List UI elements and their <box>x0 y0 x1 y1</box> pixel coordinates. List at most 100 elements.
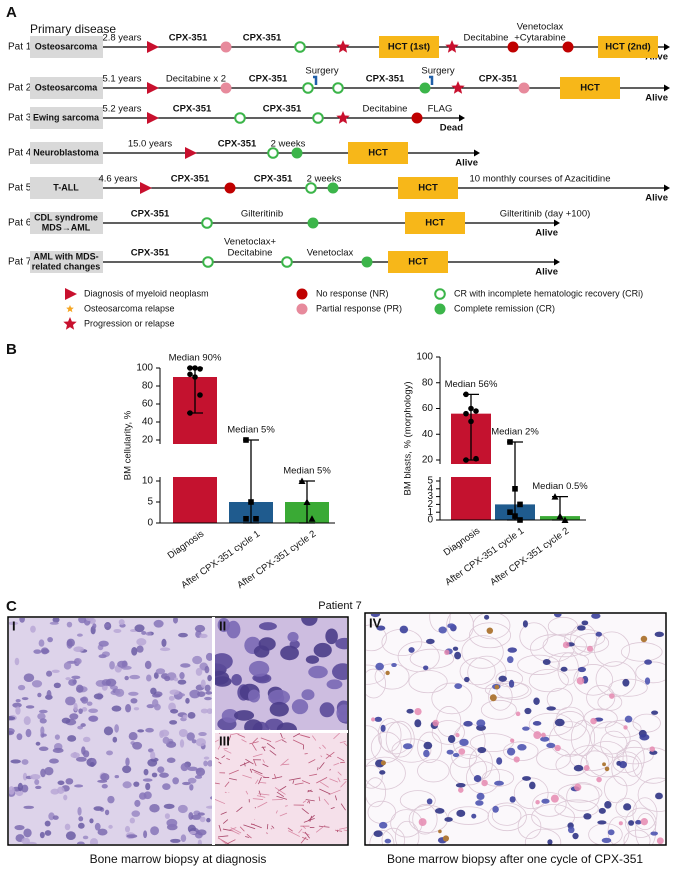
cell <box>473 775 482 783</box>
cell <box>496 757 503 765</box>
cell <box>130 698 138 704</box>
timeline-arrow <box>474 149 480 157</box>
disease-name: Neuroblastoma <box>33 147 100 157</box>
data-point <box>512 486 518 492</box>
cell <box>560 666 568 672</box>
fiber <box>251 768 263 775</box>
disease-box <box>30 107 103 129</box>
hct-label: HCT <box>425 218 445 229</box>
fiber <box>254 771 267 779</box>
cell <box>44 766 54 776</box>
y-tick-label: 40 <box>142 417 154 428</box>
hct-box <box>598 36 658 58</box>
cell <box>203 756 210 760</box>
pr-marker <box>296 303 308 315</box>
cell <box>169 689 180 695</box>
fat-cell <box>451 745 478 768</box>
cell <box>650 831 659 836</box>
image-label: II <box>219 618 226 633</box>
cell <box>268 689 291 705</box>
fat-cell <box>593 631 630 667</box>
disease-box <box>30 36 103 58</box>
cell <box>619 761 627 769</box>
timeline-arrow <box>554 219 560 227</box>
cell <box>39 718 47 724</box>
fat-cell <box>491 805 522 826</box>
cell <box>253 645 270 658</box>
cell <box>269 701 289 717</box>
caption: Bone marrow biopsy at diagnosis <box>90 852 267 866</box>
event-label: Venetoclax <box>517 22 564 33</box>
cell <box>406 708 414 714</box>
cell <box>651 710 659 715</box>
cell <box>38 709 48 714</box>
cell <box>258 622 277 631</box>
cell <box>37 713 46 720</box>
cell <box>215 653 233 671</box>
fiber <box>218 824 222 832</box>
fiber <box>260 737 272 743</box>
fat-cell <box>611 751 643 787</box>
cell <box>166 818 178 828</box>
cell <box>73 646 85 653</box>
cell <box>247 689 261 703</box>
cell <box>426 798 433 805</box>
cell <box>192 655 203 665</box>
cell <box>23 828 32 838</box>
hct-label: HCT (1st) <box>388 42 430 53</box>
fiber <box>273 773 277 779</box>
cell <box>623 803 632 811</box>
cell <box>44 820 51 827</box>
cell <box>146 704 155 709</box>
progression-marker <box>445 40 459 53</box>
cell <box>577 625 586 631</box>
fiber <box>281 739 287 743</box>
cell <box>301 618 318 626</box>
cell <box>162 783 171 791</box>
cell <box>178 728 188 738</box>
fiber <box>252 798 264 800</box>
cell <box>172 777 179 785</box>
fat-cell <box>566 782 600 812</box>
patient-id: Pat 1 <box>8 42 32 53</box>
fiber <box>340 780 347 788</box>
cell <box>9 730 14 736</box>
fat-cell <box>557 783 603 803</box>
cell <box>624 715 633 723</box>
cell <box>71 675 81 680</box>
cell <box>52 815 59 820</box>
fat-cell <box>366 777 387 808</box>
fiber <box>256 795 266 798</box>
fiber <box>298 828 303 834</box>
cell <box>287 631 299 643</box>
cell <box>529 781 536 790</box>
cell <box>301 689 315 701</box>
cell <box>524 707 532 715</box>
pigment <box>602 762 606 767</box>
cell <box>21 784 29 793</box>
fiber <box>318 762 325 770</box>
cell <box>326 679 343 690</box>
cell <box>198 732 207 737</box>
fiber <box>242 774 252 779</box>
data-point <box>187 365 193 371</box>
y-tick-label: 60 <box>142 399 154 410</box>
nr-marker <box>296 288 308 300</box>
cell <box>17 684 26 691</box>
cell <box>65 831 76 841</box>
fat-cell <box>548 721 591 757</box>
cell <box>124 825 131 833</box>
cell <box>104 623 110 627</box>
value-label: Median 5% <box>283 466 331 477</box>
cell <box>195 767 206 777</box>
fat-cell <box>461 635 504 669</box>
fiber <box>215 782 220 785</box>
fiber <box>246 833 252 839</box>
cell <box>108 824 113 829</box>
cell <box>146 674 152 682</box>
fiber <box>228 769 239 775</box>
fiber <box>343 778 347 781</box>
fiber <box>266 824 269 830</box>
fiber <box>259 782 267 784</box>
fiber <box>337 777 341 783</box>
